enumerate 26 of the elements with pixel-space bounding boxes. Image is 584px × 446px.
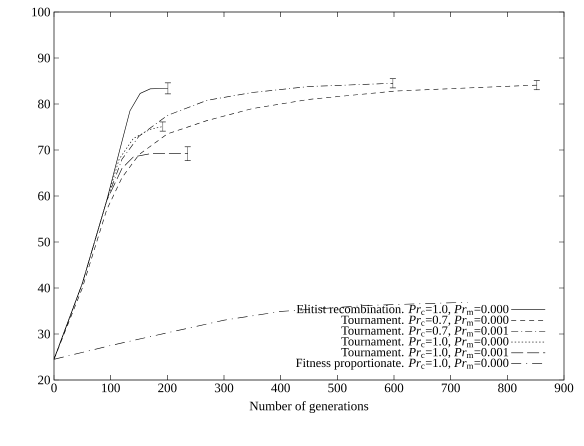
x-tick-label: 100 <box>102 384 120 392</box>
x-tick-label: 500 <box>328 384 347 392</box>
x-tick-label: 300 <box>214 384 234 392</box>
y-tick-label: 100 <box>32 8 50 16</box>
legend-label: Tournament. Pr$_{c}$=1.0, Pr$_{m}$=0.000 <box>341 337 508 348</box>
legend-label: Tournament. Pr$_{c}$=0.7, Pr$_{m}$=0.001 <box>341 326 508 337</box>
y-tick-label: 50 <box>38 238 50 246</box>
y-tick-label: 20 <box>38 376 50 384</box>
x-tick-label: 200 <box>158 384 177 392</box>
y-tick-label: 40 <box>38 284 50 292</box>
legend-label: Elitist recombination. Pr$_{c}$=1.0, Pr$_{m}$=0.000 <box>296 304 508 316</box>
legend-label: Tournament. Pr$_{c}$=0.7, Pr$_{m}$=0.000 <box>341 316 508 326</box>
x-tick-label: 900 <box>554 384 574 392</box>
y-tick-label: 80 <box>38 100 50 108</box>
x-tick-label: 600 <box>384 384 404 392</box>
y-tick-label: 30 <box>38 330 50 338</box>
x-tick-label: 0 <box>51 384 57 392</box>
x-tick-label: 400 <box>271 384 290 392</box>
x-tick-label: 700 <box>442 384 460 392</box>
y-tick-label: 90 <box>38 54 50 62</box>
y-tick-label: 60 <box>38 192 50 200</box>
x-tick-label: 800 <box>498 384 517 392</box>
x-axis-title: Number of generations <box>250 401 368 414</box>
legend-label: Fitness proportionate. Pr$_{c}$=1.0, Pr$_{m}$=0.000 <box>296 358 508 370</box>
y-tick-label: 70 <box>38 146 50 154</box>
legend-label: Tournament. Pr$_{c}$=1.0, Pr$_{m}$=0.001 <box>341 348 508 358</box>
